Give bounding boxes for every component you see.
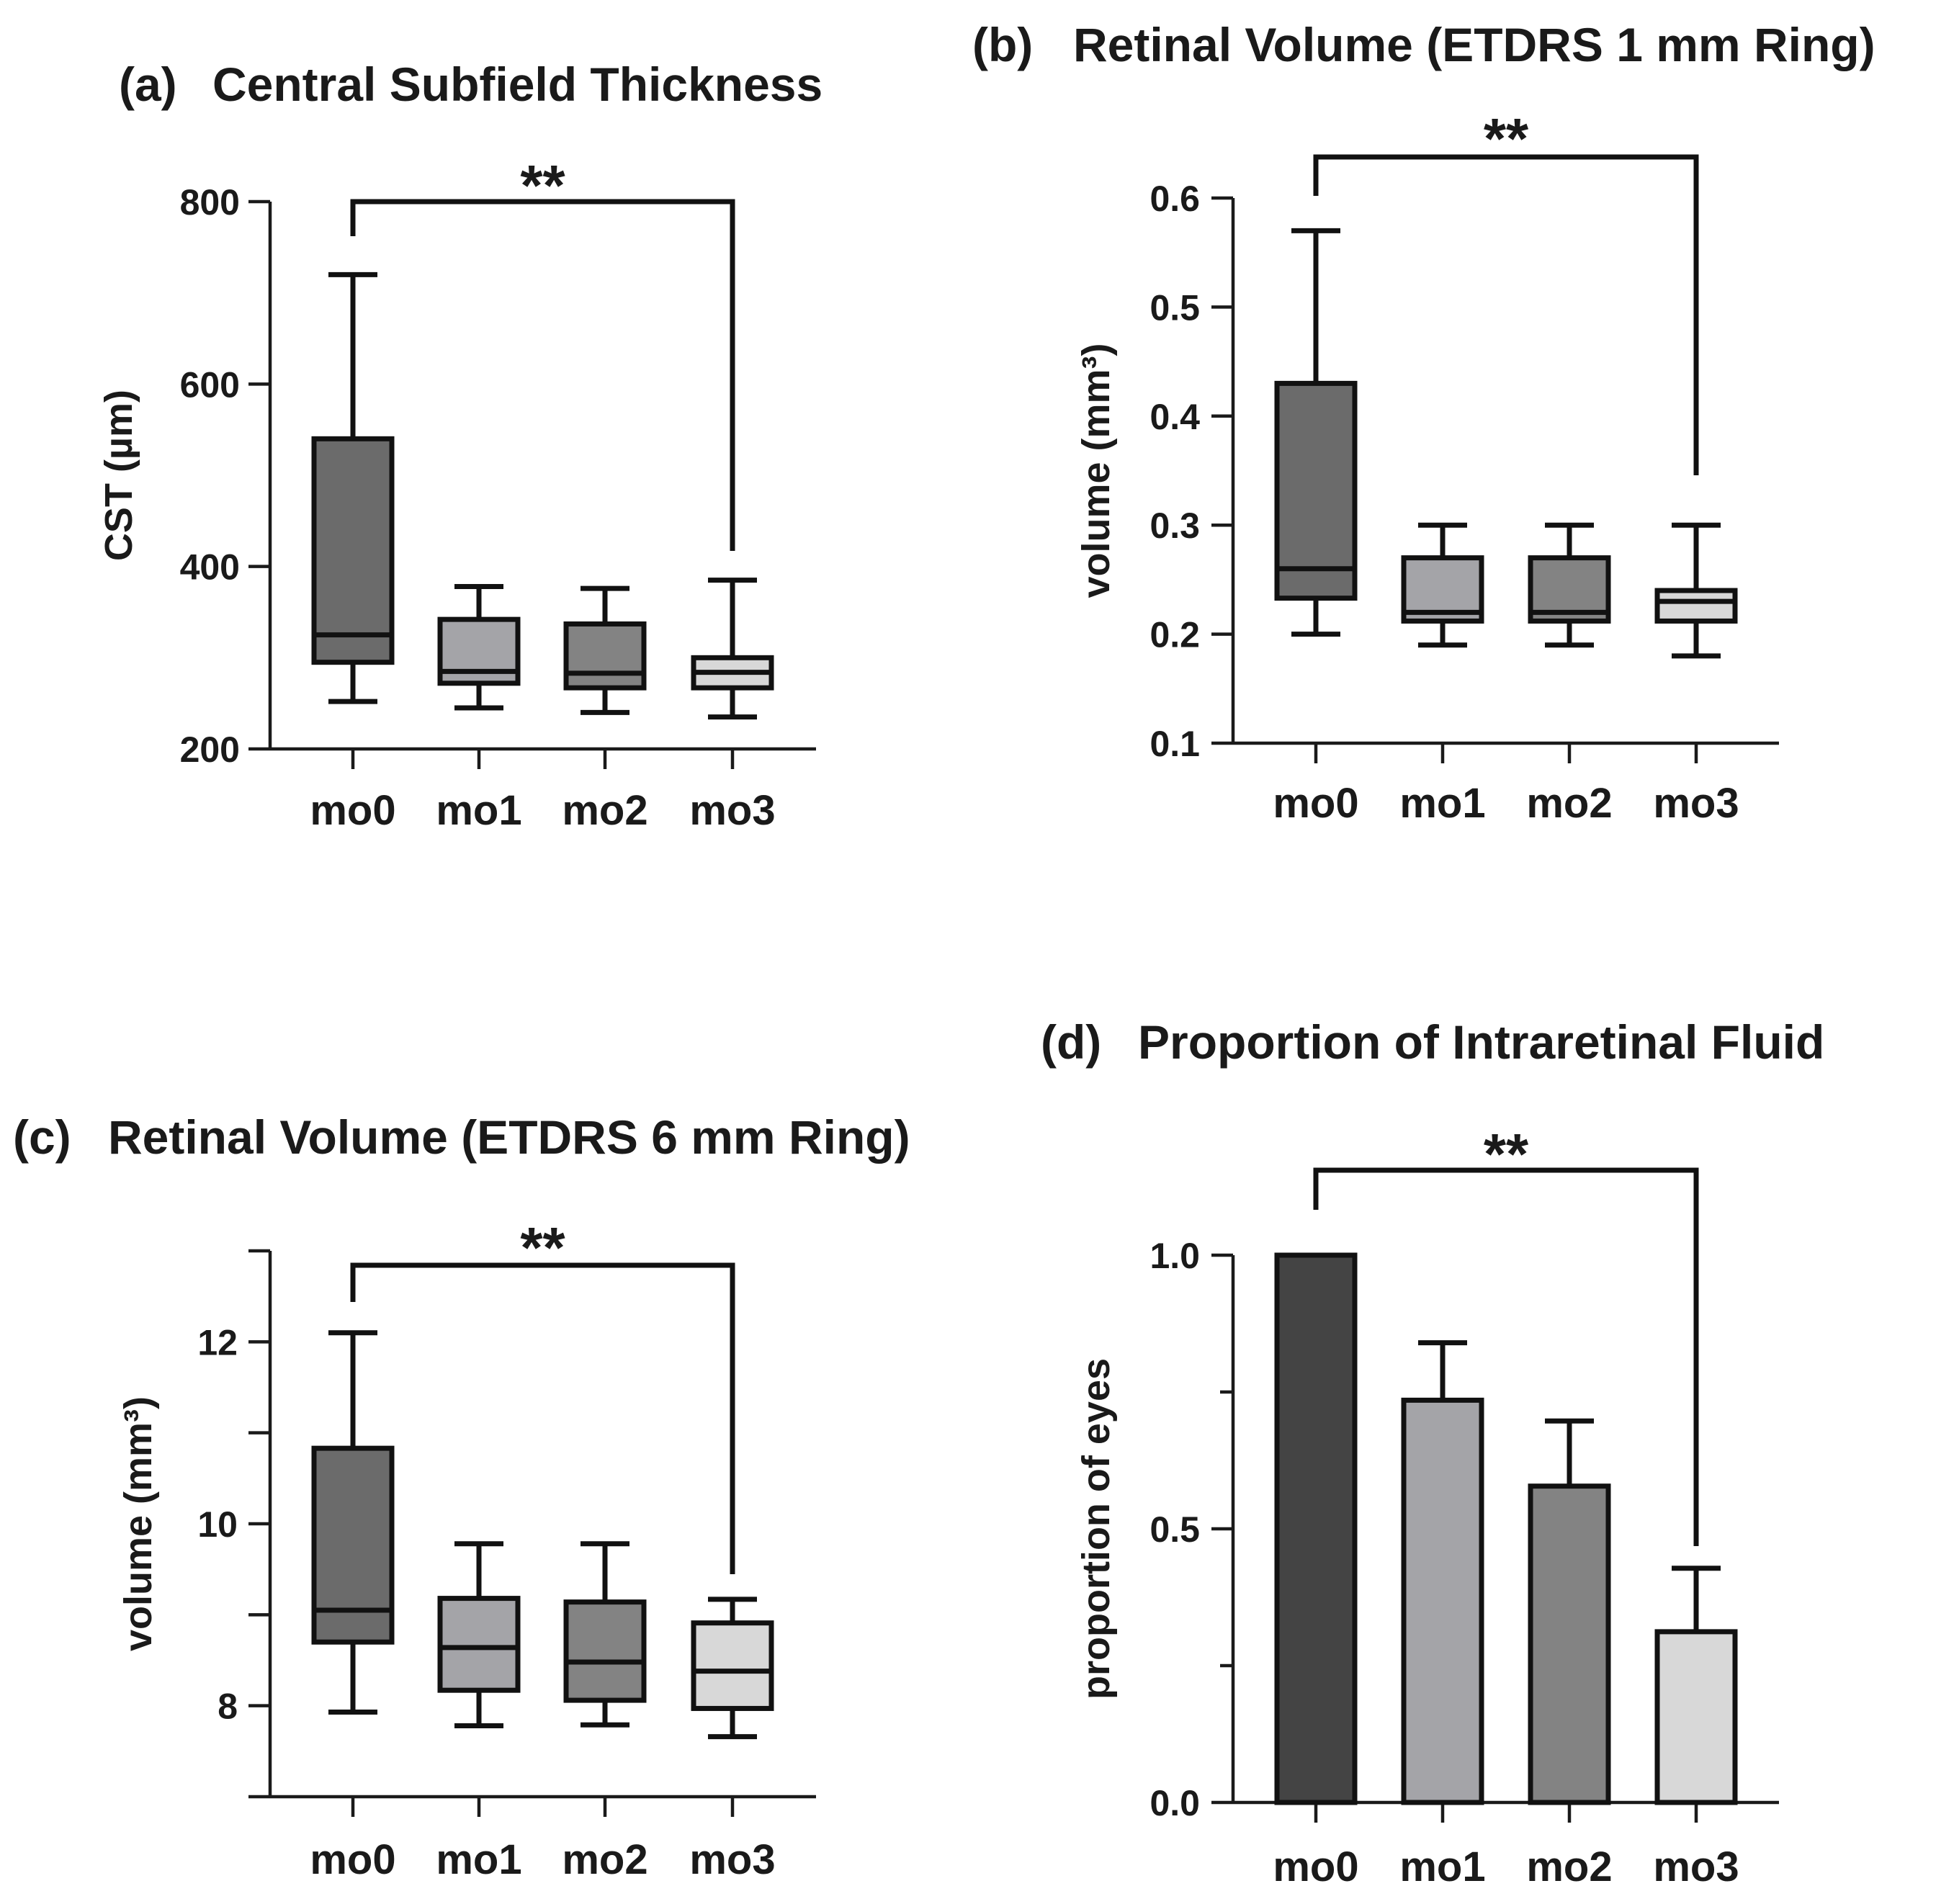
iqr-box	[1654, 588, 1738, 624]
significance-label: **	[520, 153, 565, 217]
bracket-line	[1313, 1167, 1699, 1546]
x-tick-label: mo3	[689, 787, 775, 834]
x-tick-label: mo1	[1399, 1844, 1485, 1890]
bar	[1401, 1397, 1484, 1805]
box-mo2	[563, 1541, 647, 1728]
iqr-box	[563, 621, 647, 691]
x-tick-label: mo2	[1526, 780, 1612, 827]
y-axis-label: volume (mm³)	[1075, 343, 1118, 598]
bar-mo1	[1401, 1340, 1484, 1805]
y-tick-label: 0.5	[1149, 287, 1200, 328]
y-tick-label: 12	[197, 1322, 238, 1362]
iqr-box	[437, 1596, 521, 1693]
x-tick-label: mo0	[1273, 1844, 1358, 1890]
bracket-line	[350, 1262, 735, 1574]
significance-label: **	[1484, 1122, 1529, 1186]
box-mo3	[691, 578, 774, 720]
bar-mo0	[1274, 1252, 1358, 1805]
iqr-box	[311, 1445, 395, 1645]
panel-label: (b)	[972, 18, 1033, 71]
box-mo0	[1274, 228, 1358, 637]
y-tick-label: 800	[180, 182, 240, 223]
x-tick-label: mo0	[310, 1836, 395, 1883]
iqr-box	[563, 1599, 647, 1703]
chart-title: Central Subfield Thickness	[212, 58, 823, 111]
box-mo1	[1401, 522, 1484, 648]
chart-title: Retinal Volume (ETDRS 1 mm Ring)	[1073, 18, 1875, 71]
bracket-line	[1313, 154, 1699, 475]
box-mo3	[691, 1597, 774, 1740]
y-axis-label: CST (µm)	[97, 390, 140, 561]
box-mo3	[1654, 522, 1738, 659]
box-mo1	[437, 1541, 521, 1728]
x-tick-label: mo2	[1526, 1844, 1612, 1890]
y-tick-label: 0.2	[1149, 615, 1200, 655]
chart-title: Retinal Volume (ETDRS 6 mm Ring)	[108, 1110, 910, 1164]
x-tick-label: mo0	[310, 787, 395, 834]
box-mo1	[437, 584, 521, 711]
x-tick-label: mo2	[562, 1836, 647, 1883]
bar	[1528, 1483, 1611, 1805]
x-tick-label: mo1	[436, 1836, 521, 1883]
significance-bracket: **	[1313, 1122, 1699, 1546]
significance-bracket: **	[350, 153, 735, 551]
box-mo2	[563, 585, 647, 715]
y-tick-label: 0.0	[1149, 1783, 1200, 1823]
x-tick-label: mo2	[562, 787, 647, 834]
panel-label: (a)	[119, 58, 177, 111]
bar	[1654, 1629, 1738, 1805]
significance-bracket: **	[1313, 107, 1699, 475]
y-axis-label: proportion of eyes	[1075, 1358, 1118, 1699]
box-mo0	[311, 1330, 395, 1715]
x-tick-label: mo3	[1653, 1844, 1739, 1890]
iqr-box	[691, 1620, 774, 1711]
y-tick-label: 0.5	[1149, 1509, 1200, 1550]
y-tick-label: 400	[180, 547, 240, 588]
significance-label: **	[520, 1216, 565, 1280]
y-tick-label: 10	[197, 1504, 238, 1545]
bar	[1274, 1252, 1358, 1805]
significance-label: **	[1484, 107, 1529, 171]
y-axis-label: volume (mm³)	[117, 1396, 160, 1651]
box-mo2	[1528, 522, 1611, 648]
panel-label: (c)	[13, 1110, 71, 1164]
significance-bracket: **	[350, 1216, 735, 1574]
panel-a: (a) Central Subfield Thickness 200 400 600 80…	[97, 58, 823, 834]
panel-label: (d)	[1041, 1015, 1101, 1069]
y-tick-label: 600	[180, 364, 240, 405]
x-tick-label: mo1	[1399, 780, 1485, 827]
panel-d: (d) Proportion of Intraretinal Fluid 0.0 0.…	[1041, 1015, 1824, 1890]
y-tick-label: 0.4	[1149, 397, 1200, 437]
x-tick-label: mo3	[689, 1836, 775, 1883]
y-tick-label: 0.3	[1149, 506, 1200, 546]
bar-mo3	[1654, 1566, 1738, 1805]
y-tick-label: 0.6	[1149, 179, 1200, 219]
chart-title: Proportion of Intraretinal Fluid	[1138, 1015, 1824, 1069]
bar-mo2	[1528, 1418, 1611, 1805]
y-tick-label: 8	[218, 1687, 238, 1727]
iqr-box	[1274, 380, 1358, 601]
x-tick-label: mo1	[436, 787, 521, 834]
panel-c: (c) Retinal Volume (ETDRS 6 mm Ring) 8 10 12…	[13, 1110, 910, 1883]
y-tick-label: 1.0	[1149, 1236, 1200, 1276]
box-mo0	[311, 271, 395, 704]
y-tick-label: 200	[180, 729, 240, 770]
iqr-box	[311, 436, 395, 665]
x-tick-label: mo0	[1273, 780, 1358, 827]
bracket-line	[350, 199, 735, 551]
panel-b: (b) Retinal Volume (ETDRS 1 mm Ring) 0.1 0.…	[972, 18, 1875, 827]
x-tick-label: mo3	[1653, 780, 1739, 827]
y-tick-label: 0.1	[1149, 724, 1200, 764]
